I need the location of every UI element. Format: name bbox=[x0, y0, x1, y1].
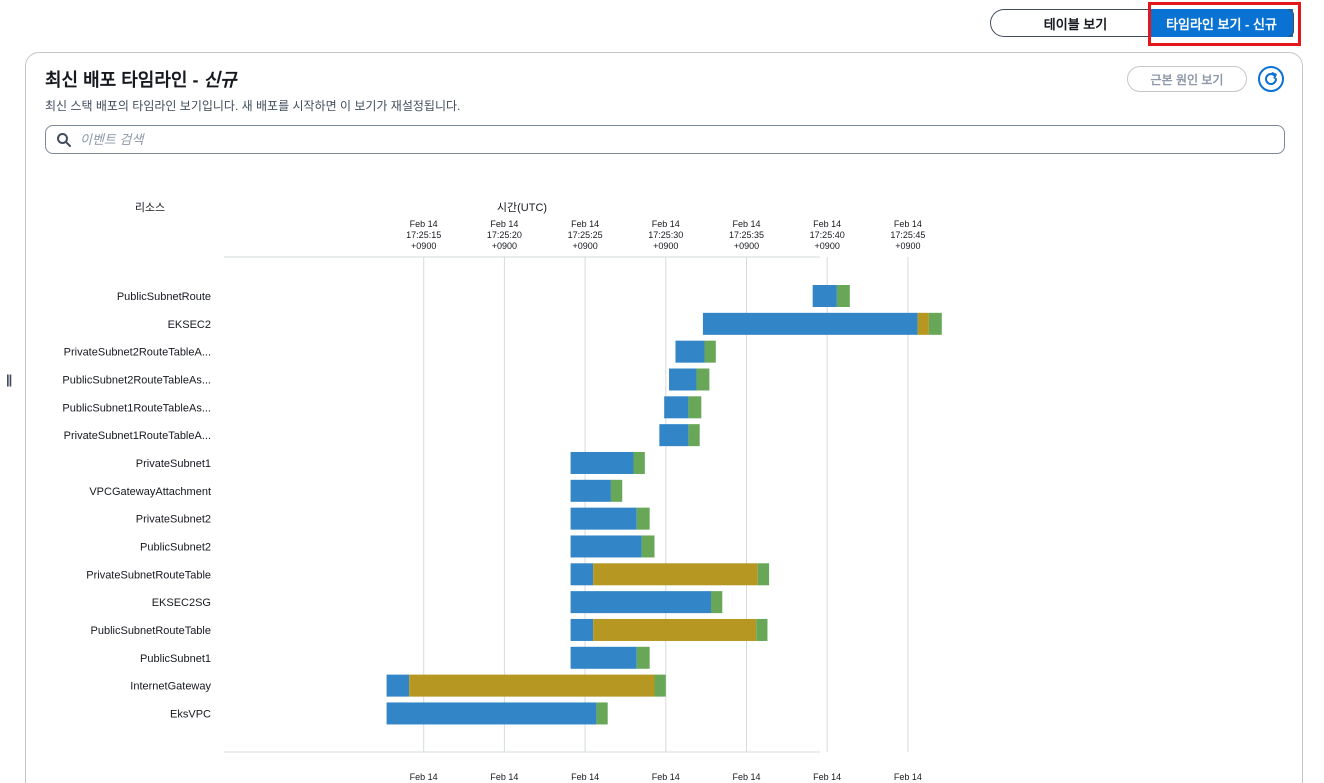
tick-label-date: Feb 14 bbox=[732, 219, 760, 229]
timeline-panel: 최신 배포 타임라인 - 신규 최신 스택 배포의 타임라인 보기입니다. 새 … bbox=[25, 52, 1303, 783]
bar-complete bbox=[704, 340, 716, 363]
bar-complete bbox=[641, 535, 655, 558]
tick-label-date: Feb 14 bbox=[813, 219, 841, 229]
tick-label-date: Feb 14 bbox=[652, 219, 680, 229]
tick-label-tz: +0900 bbox=[492, 241, 517, 251]
bar-waiting bbox=[917, 312, 929, 335]
resource-label: PrivateSubnet1RouteTableA... bbox=[64, 430, 211, 442]
bar-complete bbox=[836, 285, 850, 307]
tick-label-date: Feb 14 bbox=[571, 219, 599, 229]
panel-title: 최신 배포 타임라인 - 신규 bbox=[45, 66, 237, 92]
tick-label-tz: +0900 bbox=[815, 241, 840, 251]
tick-label-time: 17:25:15 bbox=[406, 230, 441, 240]
time-header: 시간(UTC) bbox=[497, 201, 547, 214]
resource-label: PublicSubnetRoute bbox=[117, 291, 211, 303]
resource-label: EKSEC2 bbox=[168, 319, 211, 331]
refresh-button[interactable] bbox=[1258, 66, 1284, 92]
bar-in-progress bbox=[659, 424, 689, 447]
bar-complete bbox=[696, 368, 710, 391]
bar-complete bbox=[596, 702, 608, 725]
tick-label-date-bottom: Feb 14 bbox=[490, 772, 518, 782]
bar-in-progress bbox=[570, 646, 637, 669]
bar-in-progress bbox=[386, 702, 597, 725]
resource-label: PrivateSubnet2RouteTableA... bbox=[64, 347, 211, 359]
bar-complete bbox=[710, 591, 723, 614]
panel-title-main: 최신 배포 타임라인 - bbox=[45, 70, 204, 90]
bar-complete bbox=[636, 507, 650, 530]
search-box bbox=[45, 125, 1285, 154]
resource-label: InternetGateway bbox=[130, 681, 211, 693]
tick-label-date-bottom: Feb 14 bbox=[410, 772, 438, 782]
root-cause-button[interactable]: 근본 원인 보기 bbox=[1127, 66, 1247, 92]
resource-label: PublicSubnet1 bbox=[140, 653, 211, 665]
bar-complete bbox=[654, 674, 666, 697]
table-view-button[interactable]: 테이블 보기 bbox=[990, 9, 1160, 37]
resource-label: PrivateSubnetRouteTable bbox=[86, 569, 211, 581]
bar-in-progress bbox=[386, 674, 410, 697]
bar-in-progress bbox=[570, 451, 634, 474]
bar-in-progress bbox=[570, 507, 637, 530]
resource-label: PublicSubnet2 bbox=[140, 541, 211, 553]
bar-waiting bbox=[593, 563, 758, 586]
tick-label-tz: +0900 bbox=[411, 241, 436, 251]
bar-waiting bbox=[593, 618, 757, 641]
resource-label: PrivateSubnet2 bbox=[136, 514, 211, 526]
tick-label-tz: +0900 bbox=[572, 241, 597, 251]
tick-label-time: 17:25:40 bbox=[810, 230, 845, 240]
bar-in-progress bbox=[664, 396, 689, 419]
tick-label-tz: +0900 bbox=[653, 241, 678, 251]
bar-complete bbox=[610, 479, 623, 502]
bar-complete bbox=[757, 563, 770, 586]
bar-in-progress bbox=[675, 340, 705, 363]
bar-in-progress bbox=[570, 591, 711, 614]
bar-in-progress bbox=[812, 285, 837, 307]
bar-complete bbox=[636, 646, 650, 669]
resource-label: EksVPC bbox=[170, 708, 211, 720]
bar-complete bbox=[633, 451, 645, 474]
search-icon bbox=[57, 133, 71, 147]
bar-complete bbox=[688, 424, 700, 447]
tick-label-date-bottom: Feb 14 bbox=[652, 772, 680, 782]
refresh-icon bbox=[1265, 72, 1278, 85]
bar-in-progress bbox=[570, 618, 594, 641]
panel-description: 최신 스택 배포의 타임라인 보기입니다. 새 배포를 시작하면 이 보기가 재… bbox=[45, 99, 461, 113]
resource-label: PrivateSubnet1 bbox=[136, 458, 211, 470]
tick-label-tz: +0900 bbox=[734, 241, 759, 251]
tick-label-time: 17:25:45 bbox=[890, 230, 925, 240]
tick-label-date-bottom: Feb 14 bbox=[732, 772, 760, 782]
resource-label: PublicSubnet1RouteTableAs... bbox=[62, 402, 211, 414]
bar-complete bbox=[756, 618, 768, 641]
bar-in-progress bbox=[702, 312, 918, 335]
bar-in-progress bbox=[570, 479, 611, 502]
tick-label-date: Feb 14 bbox=[410, 219, 438, 229]
search-input[interactable] bbox=[80, 129, 1270, 150]
bar-in-progress bbox=[570, 563, 594, 586]
bar-waiting bbox=[409, 674, 655, 697]
bar-complete bbox=[688, 396, 702, 419]
resource-header: 리소스 bbox=[135, 201, 165, 214]
tick-label-date: Feb 14 bbox=[894, 219, 922, 229]
tick-label-date-bottom: Feb 14 bbox=[894, 772, 922, 782]
bar-in-progress bbox=[669, 368, 697, 391]
resource-label: VPCGatewayAttachment bbox=[89, 486, 211, 498]
resource-label: EKSEC2SG bbox=[152, 597, 211, 609]
bar-complete bbox=[928, 312, 942, 335]
resource-label: PublicSubnetRouteTable bbox=[91, 625, 211, 637]
tick-label-time: 17:25:20 bbox=[487, 230, 522, 240]
tick-label-time: 17:25:35 bbox=[729, 230, 764, 240]
tick-label-date: Feb 14 bbox=[490, 219, 518, 229]
timeline-view-button[interactable]: 타임라인 보기 - 신규 bbox=[1150, 9, 1293, 37]
tick-label-time: 17:25:25 bbox=[568, 230, 603, 240]
view-toggle: 테이블 보기 타임라인 보기 - 신규 bbox=[990, 9, 1304, 37]
tick-label-time: 17:25:30 bbox=[648, 230, 683, 240]
panel-title-new: 신규 bbox=[203, 70, 237, 90]
tick-label-date-bottom: Feb 14 bbox=[571, 772, 599, 782]
tick-label-tz: +0900 bbox=[895, 241, 920, 251]
tick-label-date-bottom: Feb 14 bbox=[813, 772, 841, 782]
bar-in-progress bbox=[570, 535, 642, 558]
drag-handle[interactable]: || bbox=[6, 372, 12, 387]
resource-label: PublicSubnet2RouteTableAs... bbox=[62, 374, 211, 386]
